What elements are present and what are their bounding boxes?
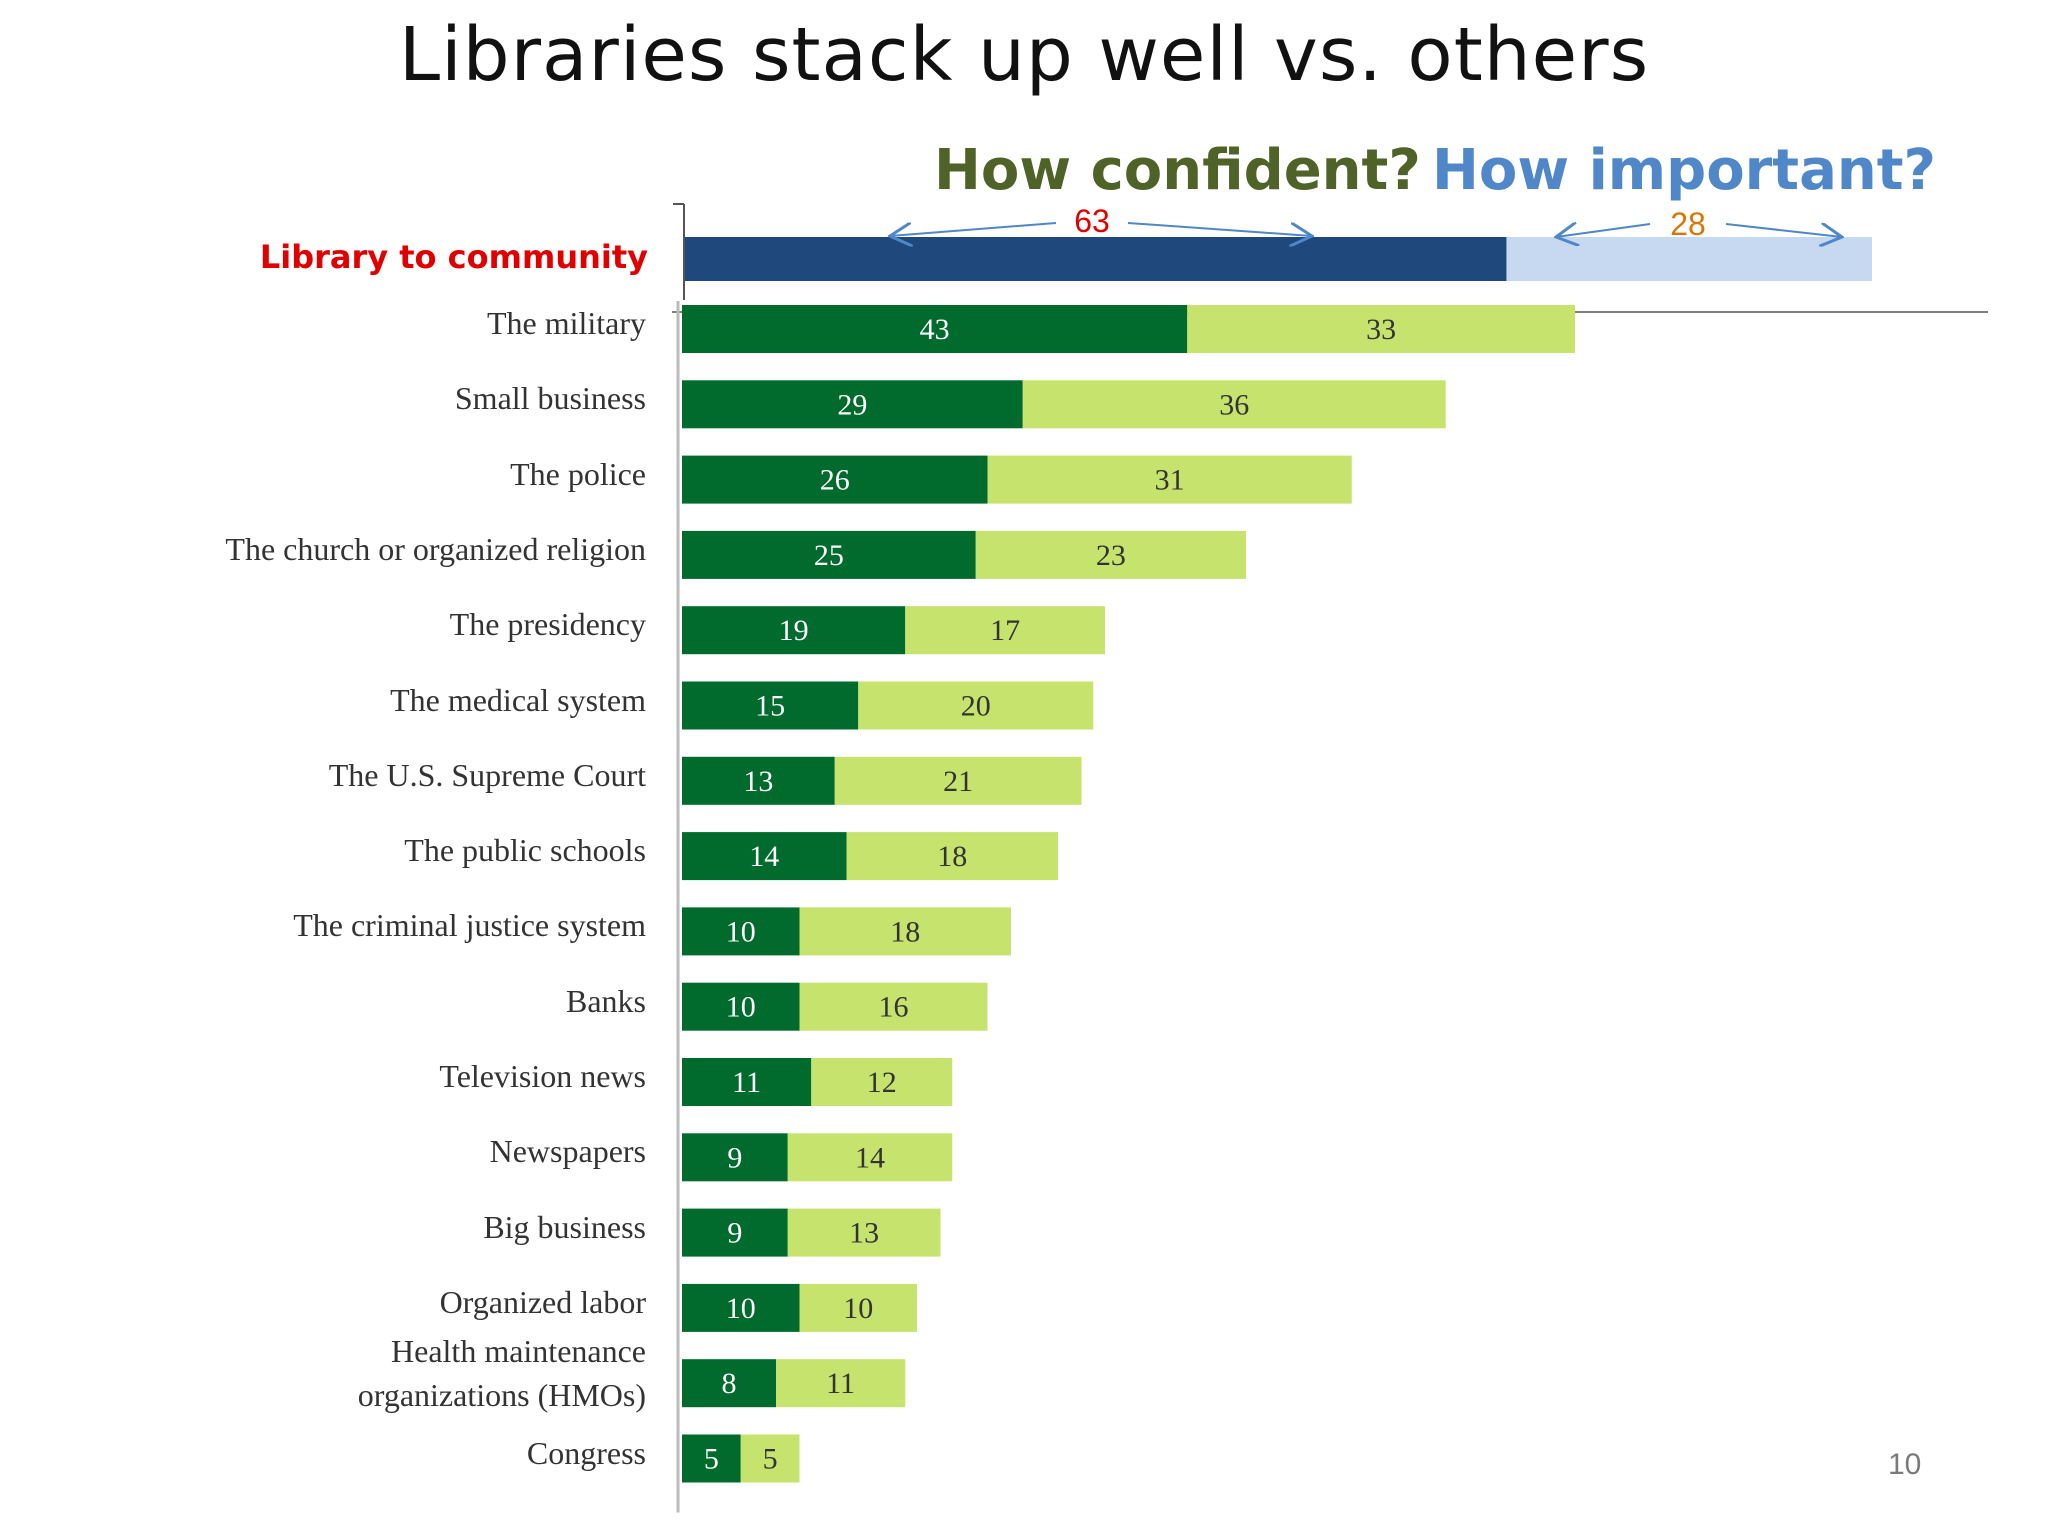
- confident-bar-organized-labor: [682, 1283, 800, 1332]
- confident-bar-the-police: [682, 455, 988, 504]
- category-label-big-business: Big business: [483, 1208, 646, 1245]
- category-label-health-maintenance-organizations-hmos: Health maintenance organizations (HMOs): [357, 1333, 646, 1414]
- category-label-the-medical-system: The medical system: [390, 681, 646, 718]
- confident-bar-the-medical-system: [682, 681, 859, 730]
- confident-bar-newspapers: [682, 1133, 788, 1182]
- confident-bar-the-u-s-supreme-court: [682, 756, 835, 805]
- important-bar-big-business: [787, 1208, 941, 1257]
- important-bar-organized-labor: [799, 1283, 917, 1332]
- important-value-the-u-s-supreme-court: 21: [943, 765, 973, 798]
- important-bar-newspapers: [787, 1133, 953, 1182]
- library-to-community-label: Library to community: [259, 238, 648, 276]
- confident-bar-the-public-schools: [682, 832, 847, 881]
- important-value-small-business: 36: [1219, 388, 1249, 421]
- important-bar-the-church-or-organized-religion: [975, 530, 1246, 579]
- important-bar-the-u-s-supreme-court: [834, 756, 1082, 805]
- important-bar-health-maintenance-organizations-hmos: [776, 1359, 906, 1408]
- category-label-banks: Banks: [566, 982, 646, 1019]
- important-value-banks: 16: [879, 991, 909, 1024]
- page-number: 10: [1888, 1448, 1922, 1481]
- category-label-the-u-s-supreme-court: The U.S. Supreme Court: [328, 756, 646, 793]
- category-label-organized-labor: Organized labor: [439, 1283, 646, 1320]
- confident-bar-banks: [682, 982, 800, 1031]
- confident-bar-small-business: [682, 380, 1023, 429]
- important-value-the-medical-system: 20: [961, 690, 991, 723]
- important-value-health-maintenance-organizations-hmos: 11: [826, 1367, 855, 1400]
- important-bar-congress: [740, 1434, 800, 1483]
- important-bar-the-police: [987, 455, 1352, 504]
- important-value-organized-labor: 10: [843, 1292, 873, 1325]
- confident-right-arrow: [1127, 222, 1312, 236]
- confident-value-the-police: 26: [820, 464, 850, 497]
- category-label-the-criminal-justice-system: The criminal justice system: [293, 907, 646, 944]
- confident-value-the-church-or-organized-religion: 25: [814, 539, 844, 572]
- important-bar-television-news: [811, 1058, 953, 1106]
- important-right-arrow: [1725, 224, 1842, 237]
- confident-value-the-u-s-supreme-court: 13: [743, 765, 773, 798]
- confident-value-the-public-schools: 14: [749, 840, 779, 873]
- library-important-bar: [1506, 237, 1872, 281]
- confident-value-television-news: 11: [732, 1066, 761, 1099]
- important-value-the-presidency: 17: [990, 614, 1020, 647]
- important-bar-banks: [799, 982, 988, 1031]
- important-value-newspapers: 14: [855, 1141, 885, 1174]
- confident-bar-television-news: [682, 1058, 812, 1106]
- confident-left-arrow: [890, 222, 1057, 236]
- category-label-small-business: Small business: [454, 380, 646, 417]
- confident-bar-the-criminal-justice-system: [682, 907, 800, 956]
- confident-value-health-maintenance-organizations-hmos: 8: [722, 1367, 737, 1400]
- confident-value-label: 63: [1074, 203, 1110, 239]
- confident-value-big-business: 9: [727, 1217, 742, 1250]
- important-bar-the-medical-system: [858, 681, 1094, 730]
- slide-title: Libraries stack up well vs. others: [398, 12, 1650, 98]
- confident-bar-the-presidency: [682, 606, 906, 655]
- confident-value-newspapers: 9: [727, 1141, 742, 1174]
- important-value-the-criminal-justice-system: 18: [890, 915, 920, 948]
- confident-bar-big-business: [682, 1208, 788, 1257]
- confident-value-congress: 5: [704, 1443, 719, 1476]
- important-value-television-news: 12: [867, 1066, 897, 1099]
- important-value-congress: 5: [763, 1443, 778, 1476]
- important-bar-small-business: [1022, 380, 1446, 429]
- important-value-the-military: 33: [1366, 313, 1396, 346]
- important-bar-the-military: [1187, 305, 1575, 353]
- confident-bar-health-maintenance-organizations-hmos: [682, 1359, 776, 1408]
- confident-bar-congress: [682, 1434, 741, 1483]
- confident-value-banks: 10: [726, 991, 756, 1024]
- important-bar-the-criminal-justice-system: [799, 907, 1011, 956]
- category-label-congress: Congress: [526, 1434, 646, 1471]
- confident-bar-the-military: [682, 305, 1188, 353]
- how-important-heading: How important?: [1432, 138, 1936, 203]
- important-bar-the-presidency: [905, 606, 1105, 655]
- confident-value-organized-labor: 10: [726, 1292, 756, 1325]
- important-value-the-public-schools: 18: [937, 840, 967, 873]
- category-label-television-news: Television news: [439, 1058, 646, 1094]
- confident-bar-the-church-or-organized-religion: [682, 530, 976, 579]
- important-value-big-business: 13: [849, 1217, 879, 1250]
- confident-value-the-criminal-justice-system: 10: [726, 915, 756, 948]
- important-value-label: 28: [1670, 206, 1706, 242]
- category-label-newspapers: Newspapers: [489, 1133, 646, 1170]
- library-confident-bar: [684, 237, 1507, 281]
- category-label-the-public-schools: The public schools: [404, 832, 646, 869]
- important-bar-the-public-schools: [846, 832, 1058, 881]
- important-left-arrow: [1556, 224, 1651, 237]
- confident-value-the-military: 43: [920, 313, 950, 346]
- important-value-the-police: 31: [1155, 464, 1185, 497]
- category-label-the-church-or-organized-religion: The church or organized religion: [225, 530, 646, 567]
- confident-value-the-presidency: 19: [779, 614, 809, 647]
- confident-value-the-medical-system: 15: [755, 690, 785, 723]
- category-label-the-presidency: The presidency: [449, 606, 646, 643]
- confident-value-small-business: 29: [837, 388, 867, 421]
- category-label-the-military: The military: [486, 305, 646, 341]
- category-label-the-police: The police: [510, 455, 646, 492]
- how-confident-heading: How confident?: [934, 138, 1421, 203]
- important-value-the-church-or-organized-religion: 23: [1096, 539, 1126, 572]
